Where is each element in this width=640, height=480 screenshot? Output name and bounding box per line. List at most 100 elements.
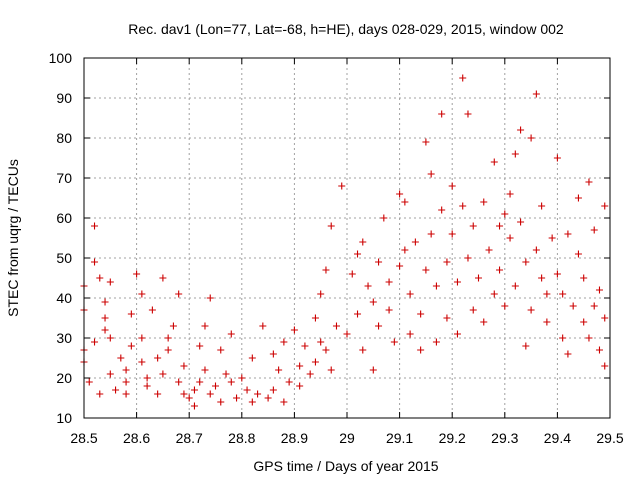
data-point [501,302,509,310]
data-point [422,138,430,146]
data-point [595,286,603,294]
data-point [233,394,241,402]
data-point [280,398,288,406]
data-point [559,290,567,298]
y-tick-label: 60 [56,210,72,226]
x-tick-label: 28.5 [70,430,97,446]
data-point [254,390,262,398]
data-point [269,350,277,358]
data-point [595,346,603,354]
data-point [122,390,130,398]
data-point [106,278,114,286]
data-point [359,238,367,246]
data-point [490,290,498,298]
data-point [238,374,246,382]
y-tick-label: 40 [56,290,72,306]
data-point [396,190,404,198]
data-point [480,318,488,326]
data-points [80,74,609,410]
data-point [543,318,551,326]
data-point [185,394,193,402]
data-point [553,270,561,278]
data-point [396,262,404,270]
data-point [317,290,325,298]
data-point [275,366,283,374]
data-point [96,390,104,398]
data-point [175,378,183,386]
data-point [91,258,99,266]
data-point [469,222,477,230]
data-point [532,246,540,254]
data-point [601,362,609,370]
y-tick-label: 90 [56,90,72,106]
data-point [448,230,456,238]
data-point [264,394,272,402]
data-point [117,354,125,362]
data-point [432,338,440,346]
y-tick-label: 80 [56,130,72,146]
data-point [301,342,309,350]
data-point [296,362,304,370]
data-point [443,258,451,266]
data-point [532,90,540,98]
data-point [91,338,99,346]
data-point [480,198,488,206]
data-point [101,314,109,322]
data-point [122,366,130,374]
data-point [369,366,377,374]
x-tick-label: 28.7 [176,430,203,446]
data-point [138,358,146,366]
y-tick-labels: 10 20 30 40 50 60 70 80 90 100 [49,50,73,426]
data-point [485,246,493,254]
data-point [522,342,530,350]
data-point [438,110,446,118]
data-point [580,274,588,282]
data-point [196,378,204,386]
data-point [401,246,409,254]
data-point [511,282,519,290]
data-point [511,150,519,158]
x-tick-label: 29.2 [439,430,466,446]
data-point [164,346,172,354]
data-point [290,326,298,334]
data-point [280,338,288,346]
chart-title: Rec. dav1 (Lon=77, Lat=-68, h=HE), days … [128,21,564,37]
data-point [322,266,330,274]
data-point [106,334,114,342]
data-point [590,302,598,310]
data-point [217,346,225,354]
data-point [601,314,609,322]
data-point [443,314,451,322]
data-point [417,346,425,354]
data-point [548,234,556,242]
data-point [175,290,183,298]
data-point [506,234,514,242]
data-point [369,298,377,306]
data-point [406,290,414,298]
data-point [248,398,256,406]
data-point [206,390,214,398]
data-point [217,398,225,406]
data-point [490,158,498,166]
data-point [354,250,362,258]
data-point [427,170,435,178]
x-tick-label: 29.3 [491,430,518,446]
data-point [296,382,304,390]
data-point [243,386,251,394]
data-point [559,334,567,342]
data-point [311,358,319,366]
data-point [453,278,461,286]
data-point [327,222,335,230]
data-point [417,310,425,318]
data-point [154,354,162,362]
data-point [133,270,141,278]
data-point [148,306,156,314]
data-point [401,198,409,206]
data-point [385,306,393,314]
data-point [527,134,535,142]
data-point [190,386,198,394]
data-point [411,238,419,246]
data-point [317,338,325,346]
data-point [364,282,372,290]
